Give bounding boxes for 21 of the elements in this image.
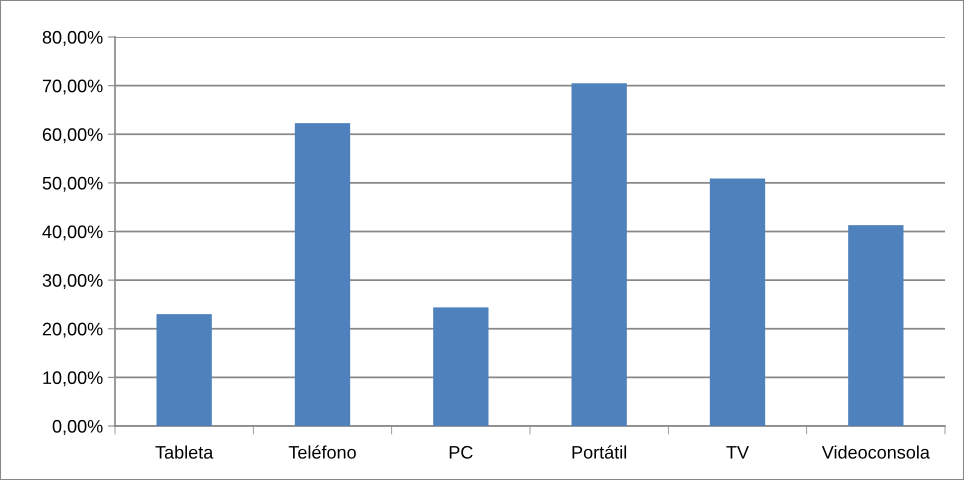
x-tick-label: PC (450, 446, 473, 459)
bar (572, 83, 627, 426)
bar (433, 307, 488, 426)
bar (294, 123, 350, 426)
y-tick-label: 50,00% (42, 176, 103, 192)
x-tick-label: Teléfono (288, 445, 356, 459)
y-tick-label: 20,00% (42, 322, 103, 338)
x-tick-label: TV (726, 446, 749, 459)
bar (710, 178, 766, 426)
y-tick-label: 60,00% (42, 128, 103, 144)
bar (156, 314, 212, 426)
y-tick-label: 70,00% (42, 80, 103, 94)
y-tick-label: 0,00% (52, 420, 103, 435)
bar (848, 225, 904, 426)
y-tick-label: 30,00% (42, 274, 103, 289)
y-tick-label: 80,00% (42, 30, 103, 46)
x-tick-label: Portátil (572, 445, 626, 459)
y-tick-label: 10,00% (43, 371, 103, 386)
x-tick-label: Tableta (155, 445, 214, 459)
x-tick-label: Videoconsola (822, 445, 930, 459)
y-tick-label: 40,00% (42, 225, 103, 240)
